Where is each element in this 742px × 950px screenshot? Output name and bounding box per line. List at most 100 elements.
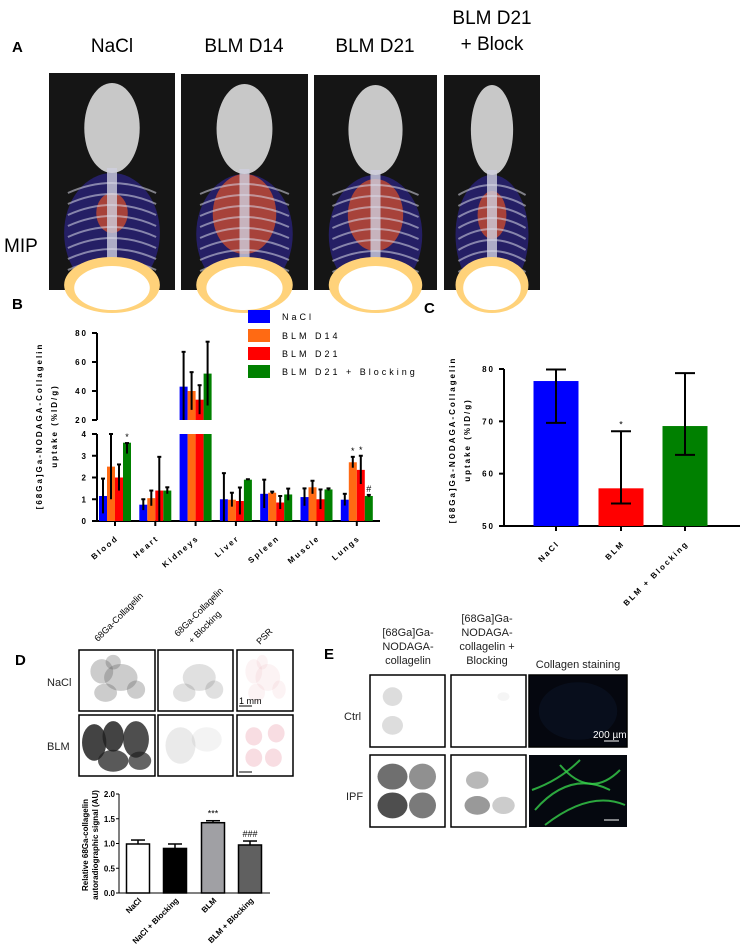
bar-muscle-0 — [300, 497, 309, 521]
skull — [216, 84, 273, 174]
mip-image-2 — [314, 75, 437, 313]
tissue-blob — [256, 654, 268, 670]
y-axis-label-line1: [68Ga]Ga-NODAGA-Collagelin — [448, 357, 457, 524]
legend-label: NaCl — [282, 312, 314, 322]
tissue-blob — [245, 727, 263, 746]
y-axis-label-line2: uptake (%ID/g) — [463, 398, 472, 482]
autoradiograph-ipf-frame — [369, 754, 446, 828]
collagen-stain-ctrl — [528, 674, 628, 748]
y-axis-label-line2: uptake (%ID/g) — [50, 384, 59, 468]
bar-lungs-1 — [348, 462, 357, 521]
tissue-blob — [182, 664, 216, 691]
tissue-blob — [82, 724, 107, 761]
spine — [370, 170, 381, 280]
collagen-stain-ipf-bg — [529, 755, 627, 827]
rib — [457, 239, 527, 251]
psr-blm — [236, 714, 294, 777]
rib — [457, 184, 527, 196]
rib — [332, 250, 419, 262]
panel-d-scale-bar-label: 1 mm — [239, 696, 262, 706]
tissue-blob — [191, 727, 222, 752]
panel-e-col2-line4: Blocking — [466, 655, 508, 667]
panel-a-title-nacl: NaCl — [91, 36, 133, 57]
bar-liver-1 — [227, 499, 236, 521]
legend-swatch — [248, 310, 270, 323]
spine — [239, 169, 250, 279]
collagen-fiber — [534, 782, 611, 811]
rib — [67, 248, 157, 260]
psr-blm-frame — [236, 714, 294, 777]
panel-a-title-block-2: + Block — [461, 34, 524, 55]
bar-lungs-3 — [364, 495, 373, 521]
bladder-core — [463, 266, 521, 310]
tissue-blob — [245, 748, 263, 767]
rib — [67, 193, 157, 205]
rib — [332, 239, 419, 251]
tissue-blob — [255, 664, 281, 691]
bar-spleen-3 — [284, 494, 293, 521]
rib — [457, 228, 527, 240]
legend-swatch — [248, 347, 270, 360]
legend-item-2: BLM D21 — [248, 347, 341, 360]
significance-marker: # — [366, 484, 371, 494]
mip-image-0 — [49, 73, 175, 313]
x-tick-label: NaCl — [124, 896, 143, 915]
autoradiograph-ctrl — [369, 674, 446, 748]
bar-spleen-2 — [276, 502, 285, 521]
y-tick-label: 2 — [82, 474, 88, 483]
spine — [487, 170, 497, 280]
x-tick-label: BLM — [604, 539, 627, 562]
rib — [67, 204, 157, 216]
x-tick-label-kidneys: Kidneys — [161, 534, 201, 570]
tissue-blob — [205, 680, 224, 699]
panel-e-col1-line2: NODAGA- — [382, 641, 434, 653]
y-tick-label: 50 — [482, 522, 495, 531]
y-tick-label: 0.0 — [104, 889, 116, 898]
rib — [199, 238, 290, 250]
tissue-blob — [102, 721, 124, 752]
bar-liver-3 — [243, 479, 252, 521]
panel-a-title-blm-d14: BLM D14 — [204, 36, 284, 57]
tissue-blob — [248, 683, 265, 702]
rib — [457, 217, 527, 229]
lung-uptake-chart: 50 60 70 80 [68Ga]Ga-NODAGA-Collagelin uptake… — [448, 357, 740, 608]
tissue-blob — [90, 659, 114, 684]
x-tick-label-muscle: Muscle — [286, 534, 322, 566]
panel-e-row-ctrl: Ctrl — [344, 711, 361, 723]
tissue-blob — [382, 716, 403, 735]
autoradiograph-blm — [78, 714, 156, 777]
autoradiograph-ipf-blocking — [450, 754, 527, 828]
autoradiograph-nacl-blocking-frame — [157, 649, 234, 712]
bar-blood-2 — [115, 477, 123, 521]
tissue-blob — [466, 771, 489, 789]
autoradiograph-blm-blocking — [157, 714, 234, 777]
significance-marker: * — [125, 432, 129, 442]
rib — [332, 195, 419, 207]
tissue-blob — [538, 682, 618, 740]
bar-heart-3 — [163, 490, 172, 521]
panel-e-row-ipf: IPF — [346, 791, 363, 803]
bar-muscle-2 — [316, 499, 325, 521]
y-axis-label-line1: Relative 68Ga-collagelin — [81, 799, 90, 891]
collagen-stain-ipf — [529, 755, 627, 827]
y-tick-label: 20 — [75, 416, 88, 425]
psr-nacl-frame — [236, 649, 294, 712]
bar-lungs-2 — [356, 469, 365, 521]
panel-e-col1-header: [68Ga]Ga- NODAGA- collagelin — [382, 627, 434, 667]
legend-label: BLM D21 — [282, 349, 341, 359]
rib — [67, 215, 157, 227]
psr-nacl — [236, 649, 294, 712]
autoradiograph-nacl-frame — [78, 649, 156, 712]
tissue-blob — [409, 792, 436, 819]
tissue-blob — [98, 749, 129, 772]
legend-swatch — [248, 329, 270, 342]
y-axis-label-line1: [68Ga]Ga-NODAGA-Collagelin — [35, 343, 44, 510]
tissue-blob — [128, 751, 152, 770]
significance-marker: *** — [208, 809, 219, 819]
y-axis-label-line2: autoradiographic signal (AU) — [91, 790, 100, 900]
bar-heart-0 — [139, 504, 148, 521]
legend-label: BLM D21 + Blocking — [282, 367, 418, 377]
tissue-blob — [105, 654, 121, 670]
y-tick-label: 1 — [82, 495, 88, 504]
tissue-blob — [265, 748, 282, 767]
